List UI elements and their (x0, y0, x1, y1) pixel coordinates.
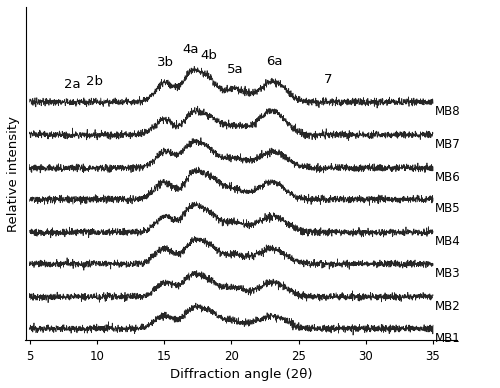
Text: 2b: 2b (86, 74, 102, 88)
Text: 4b: 4b (200, 48, 217, 62)
Y-axis label: Relative intensity: Relative intensity (7, 116, 20, 232)
Text: 6a: 6a (266, 55, 282, 68)
Text: 7: 7 (324, 73, 332, 87)
Text: MB6: MB6 (435, 171, 461, 184)
Text: 2a: 2a (64, 78, 81, 91)
Text: MB2: MB2 (435, 300, 461, 313)
Text: MB3: MB3 (435, 267, 460, 280)
Text: 4a: 4a (182, 43, 199, 56)
Text: 3b: 3b (157, 56, 174, 69)
Text: MB5: MB5 (435, 203, 460, 215)
Text: 5a: 5a (227, 62, 244, 76)
Text: MB7: MB7 (435, 138, 461, 151)
Text: MB8: MB8 (435, 105, 460, 118)
X-axis label: Diffraction angle (2θ): Diffraction angle (2θ) (170, 368, 312, 381)
Text: MB4: MB4 (435, 236, 461, 248)
Text: MB1: MB1 (435, 332, 461, 345)
